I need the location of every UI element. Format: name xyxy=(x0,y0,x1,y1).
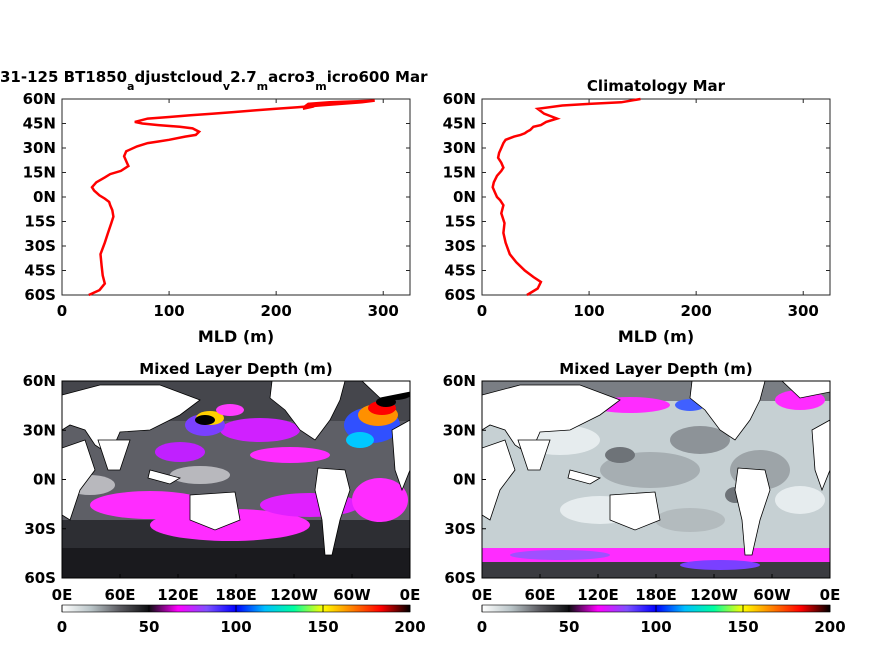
y-tick-label: 30S xyxy=(24,237,56,255)
x-tick-label: 0 xyxy=(57,302,67,320)
lon-tick-label: 60E xyxy=(104,586,135,604)
mld-line-model xyxy=(88,99,375,297)
lon-tick-label: 120E xyxy=(157,586,199,604)
lon-tick-label: 120W xyxy=(270,586,318,604)
lon-tick-label: 0E xyxy=(472,586,493,604)
colorbar-tick-label: 0 xyxy=(477,618,487,636)
lon-tick-label: 60E xyxy=(524,586,555,604)
y-tick-label: 15N xyxy=(23,164,56,182)
y-tick-label: 30N xyxy=(23,139,56,157)
lat-tick-label: 30N xyxy=(23,421,56,439)
mld-map-model: Mixed Layer Depth (m) xyxy=(23,360,426,636)
lon-tick-label: 180E xyxy=(215,586,257,604)
colorbar-tick-label: 150 xyxy=(307,618,338,636)
lat-tick-label: 60S xyxy=(444,569,476,587)
plot-area-model xyxy=(61,98,411,296)
colorbar-tick-label: 100 xyxy=(220,618,251,636)
colorbar-tick-label: 100 xyxy=(640,618,671,636)
y-tick-label: 45N xyxy=(23,115,56,133)
x-tick-label: 0 xyxy=(477,302,487,320)
y-tick-label: 15S xyxy=(24,213,56,231)
lon-tick-label: 0E xyxy=(820,586,841,604)
lat-tick-label: 60S xyxy=(24,569,56,587)
colorbar-tick-label: 150 xyxy=(727,618,758,636)
y-tick-label: 45S xyxy=(24,262,56,280)
y-tick-label: 30S xyxy=(444,237,476,255)
profile-plot-climatology: Climatology Mar 60N 45N 30N 15N 0N 15S 30S 45S 6… xyxy=(443,77,831,346)
lon-tick-label: 120W xyxy=(690,586,738,604)
colorbar-tick-label: 0 xyxy=(57,618,67,636)
mld-line-climatology xyxy=(491,97,641,297)
y-tick-label: 45S xyxy=(444,262,476,280)
lat-tick-label: 60N xyxy=(23,372,56,390)
lon-tick-label: 60W xyxy=(753,586,791,604)
colorbar-tick-label: 200 xyxy=(394,618,425,636)
y-tick-label: 60N xyxy=(443,90,476,108)
y-tick-label: 30N xyxy=(443,139,476,157)
lon-tick-label: 120E xyxy=(577,586,619,604)
lon-tick-label: 60W xyxy=(333,586,371,604)
chart-title-climatology: Climatology Mar xyxy=(587,77,726,95)
lat-tick-label: 30S xyxy=(444,520,476,538)
y-tick-label: 60S xyxy=(444,286,476,304)
y-tick-label: 60S xyxy=(24,286,56,304)
lat-tick-label: 30S xyxy=(24,520,56,538)
y-tick-label: 45N xyxy=(443,115,476,133)
x-axis-label-model: MLD (m) xyxy=(198,327,274,346)
y-tick-label: 0N xyxy=(453,188,476,206)
x-tick-label: 100 xyxy=(153,302,184,320)
lon-tick-label: 0E xyxy=(52,586,73,604)
x-axis-label-climatology: MLD (m) xyxy=(618,327,694,346)
x-tick-label: 200 xyxy=(260,302,291,320)
lat-tick-label: 0N xyxy=(453,471,476,489)
colorbar-tick-label: 50 xyxy=(559,618,580,636)
lon-tick-label: 0E xyxy=(400,586,421,604)
colorbar-tick-label: 50 xyxy=(139,618,160,636)
y-tick-label: 15N xyxy=(443,164,476,182)
chart-title-model: 31-125 BT1850adjustcloudv2.7macro3micro6… xyxy=(0,68,428,93)
colorbar-tick-label: 200 xyxy=(814,618,845,636)
x-tick-label: 300 xyxy=(368,302,399,320)
x-tick-label: 200 xyxy=(680,302,711,320)
mld-map-climatology: Mixed Layer Depth (m) xyxy=(443,360,846,636)
y-tick-label: 60N xyxy=(23,90,56,108)
profile-plot-model: 31-125 BT1850adjustcloudv2.7macro3micro6… xyxy=(0,68,428,346)
lat-tick-label: 60N xyxy=(443,372,476,390)
map-title-model: Mixed Layer Depth (m) xyxy=(139,360,332,378)
x-tick-label: 100 xyxy=(573,302,604,320)
y-tick-label: 15S xyxy=(444,213,476,231)
plot-area-climatology xyxy=(481,98,831,296)
lat-tick-label: 0N xyxy=(33,471,56,489)
x-tick-label: 300 xyxy=(788,302,819,320)
lat-tick-label: 30N xyxy=(443,421,476,439)
lon-tick-label: 180E xyxy=(635,586,677,604)
map-title-climatology: Mixed Layer Depth (m) xyxy=(559,360,752,378)
y-tick-label: 0N xyxy=(33,188,56,206)
